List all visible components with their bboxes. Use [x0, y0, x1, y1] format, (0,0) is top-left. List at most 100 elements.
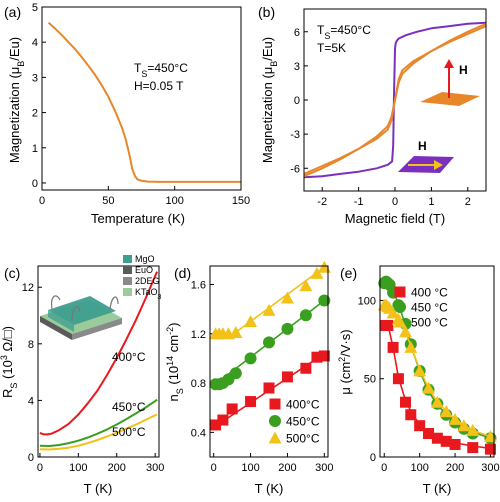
x-tick-label: 200: [108, 462, 126, 474]
data-point: [414, 420, 426, 432]
inset-label-h-inplane: H: [418, 139, 427, 153]
data-point: [299, 309, 312, 322]
data-point: [467, 442, 479, 454]
series-line-1: [39, 398, 158, 447]
data-point: [448, 412, 462, 425]
panel-a: (a) 0 50 100 150 0 1 2 3 4 5 Temperature (K) Magn…: [4, 2, 250, 226]
series-line-2: [39, 413, 158, 451]
y-tick-label: 4: [28, 395, 34, 407]
panel-b-plot-area: -2 -1 0 1 2 -6 -3 0 3 6: [290, 21, 487, 208]
panel-c-frame: [37, 265, 160, 458]
data-point: [449, 438, 461, 450]
schematic-wire-1: [51, 295, 61, 310]
legend-swatch-ktao3: [123, 288, 132, 296]
panel-a-annotation-ts: TS=450°C: [134, 61, 188, 79]
x-tick-label: 0: [39, 195, 45, 207]
y-tick-label: 0.4: [191, 427, 206, 439]
x-tick-label: 2: [465, 196, 471, 208]
x-tick-label: 1: [428, 196, 434, 208]
x-tick-label: 0: [392, 196, 398, 208]
panel-b-annotation-t: T=5K: [317, 41, 346, 55]
x-tick-label: 300: [315, 462, 333, 474]
data-point: [280, 291, 294, 304]
x-tick-label: 50: [102, 195, 114, 207]
legend-marker-2: [268, 431, 282, 444]
panel-e-label: (e): [340, 265, 357, 281]
panel-b-frame: [303, 8, 487, 192]
legend-label-2: 500°C: [286, 432, 320, 446]
data-point: [387, 341, 399, 353]
series-line-0: [39, 271, 159, 436]
legend-label-1: 450 °C: [411, 301, 448, 315]
legend-marker-2: [393, 315, 407, 328]
panel-b-label: (b): [258, 4, 275, 20]
panel-a-xlabel: Temperature (K): [91, 211, 185, 226]
data-point: [382, 319, 394, 331]
data-point: [262, 303, 276, 316]
data-point: [392, 373, 404, 385]
panel-b: (b) -2 -1 0 1 2 -6 -3 0 3 6 Magnetic field (T) Ma…: [258, 4, 487, 226]
panel-d-frame: [209, 265, 329, 458]
data-point: [300, 362, 312, 374]
y-tick-label: 3: [32, 72, 38, 84]
x-tick-label: 300: [481, 462, 499, 474]
data-point: [226, 403, 238, 415]
panel-c-series-label-450: 450°C: [112, 400, 146, 414]
legend-swatch-mgo: [123, 255, 132, 263]
data-point: [386, 306, 400, 319]
data-point: [311, 351, 323, 363]
y-tick-label: 50: [364, 374, 376, 386]
device-schematic: MgO EuO 2DEG KTaO3: [40, 254, 162, 340]
schematic-side-left: [40, 316, 72, 340]
y-tick-label: 3: [294, 61, 300, 73]
data-point: [466, 423, 480, 436]
panel-b-annotation-ts: TS=450°C: [317, 23, 371, 41]
x-tick-label: 100: [69, 462, 87, 474]
panel-d: (d) 0 100 200 300 0.4 0.8 1.2 1.6 T (K) nS (101…: [165, 260, 333, 496]
panel-c-xlabel: T (K): [84, 481, 113, 496]
data-point: [404, 340, 418, 353]
legend-label-mgo: MgO: [135, 254, 155, 264]
y-tick-label: 6: [294, 27, 300, 39]
panel-a-frame: [41, 6, 242, 191]
schematic-mgo-layer: [48, 296, 116, 325]
panel-b-xlabel: Magnetic field (T): [345, 211, 445, 226]
panel-c-ylabel: RS (103 Ω/□): [0, 326, 19, 398]
series-line-0: [47, 22, 241, 183]
legend-label-0: 400 °C: [411, 286, 448, 300]
legend-marker-1: [269, 415, 281, 427]
panel-d-xlabel: T (K): [255, 481, 284, 496]
legend-label-euo: EuO: [135, 265, 153, 275]
data-point: [229, 367, 242, 380]
data-point: [439, 405, 453, 418]
y-tick-label: 1.2: [191, 329, 206, 341]
schematic-mgo-side: [48, 310, 74, 332]
panel-c-series-label-400: 400°C: [112, 350, 146, 364]
y-tick-label: 0: [28, 452, 34, 464]
y-tick-label: 100: [358, 295, 376, 307]
data-point: [217, 414, 229, 426]
data-point: [318, 350, 330, 362]
y-tick-label: 12: [22, 282, 34, 294]
legend-marker-0: [394, 286, 406, 298]
schematic-wire-3: [109, 296, 119, 310]
data-point: [413, 364, 427, 377]
data-point: [423, 428, 435, 440]
data-point: [263, 382, 275, 394]
panel-e-xlabel: T (K): [423, 481, 452, 496]
panel-a-label: (a): [4, 4, 21, 20]
panel-e-ylabel: μ (cm2/V·s): [337, 329, 353, 394]
schematic-side-right: [72, 318, 122, 340]
legend-label-1: 450°C: [286, 415, 320, 429]
y-tick-label: 8: [28, 339, 34, 351]
panel-d-ylabel: nS (1014 cm-2): [165, 323, 185, 402]
y-tick-label: 1.6: [191, 279, 206, 291]
data-point: [229, 326, 243, 339]
panel-a-plot-area: 0 50 100 150 0 1 2 3 4 5: [32, 2, 250, 207]
x-tick-label: 300: [146, 462, 164, 474]
legend-label-ktao3: KTaO3: [135, 287, 162, 301]
data-point: [484, 443, 496, 455]
inset-plate-orange: [420, 92, 480, 106]
x-tick-label: 100: [410, 462, 428, 474]
